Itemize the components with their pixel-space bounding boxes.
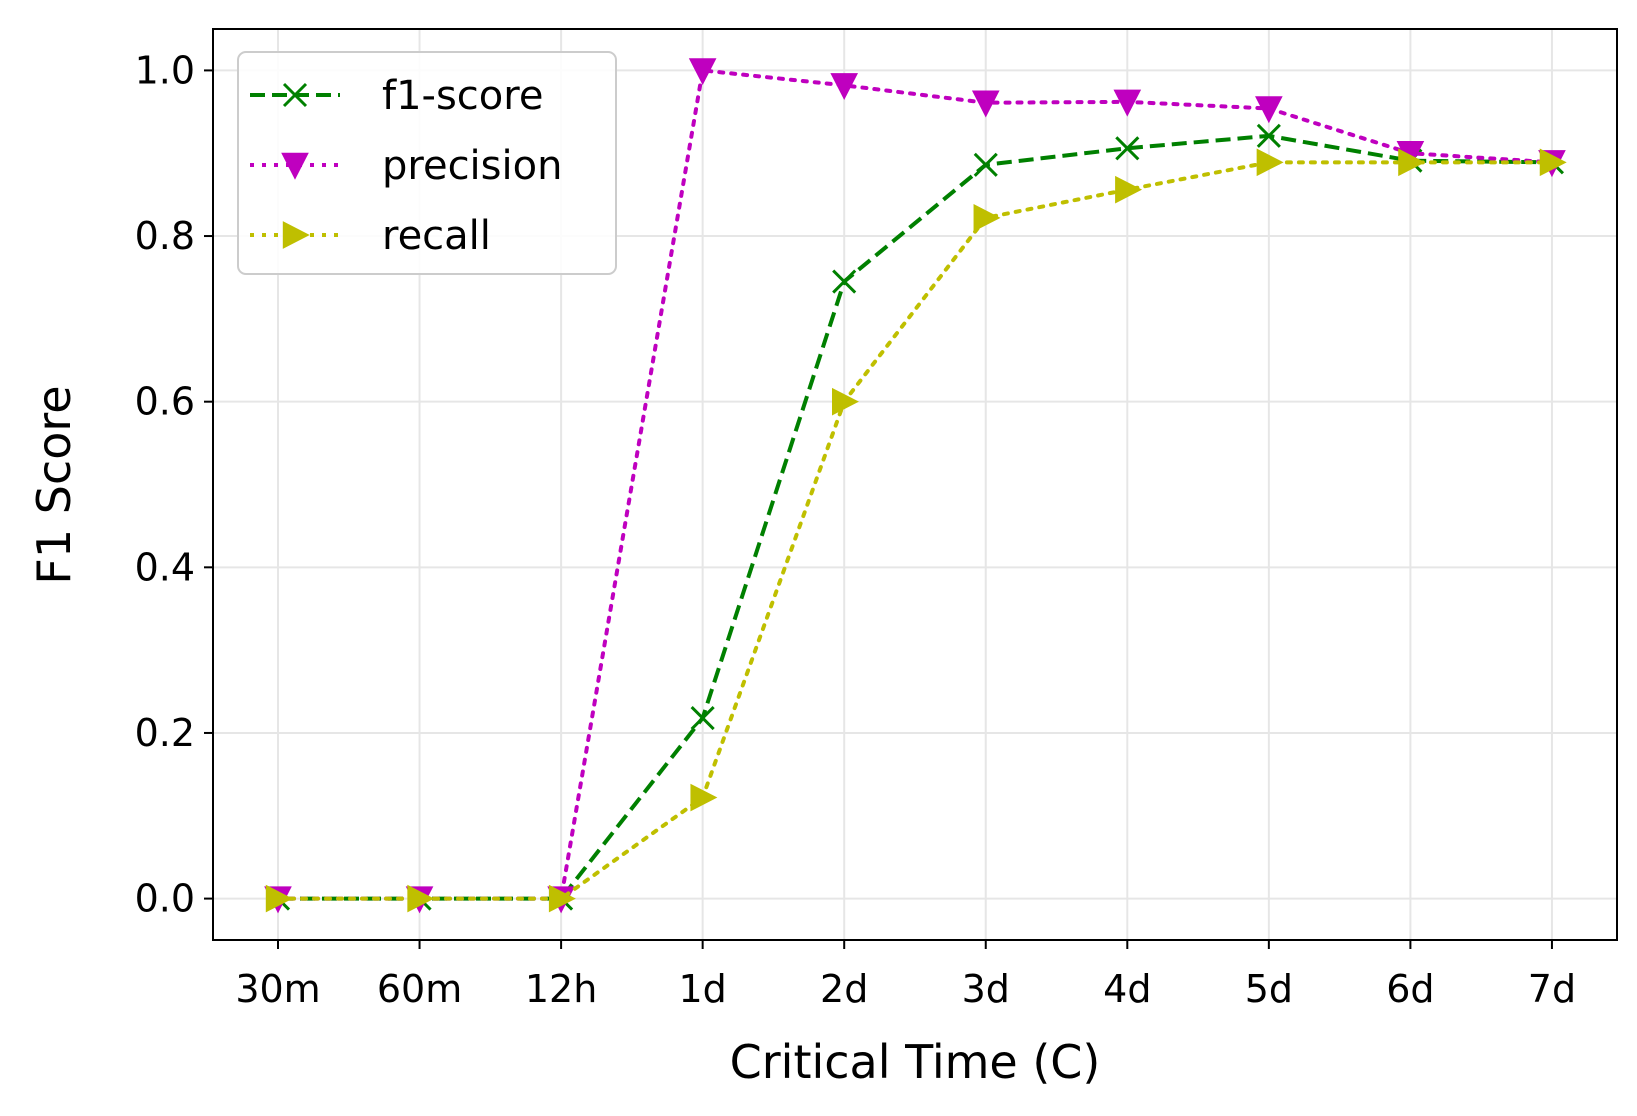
data-point-f1-score bbox=[1256, 123, 1281, 148]
data-point-precision bbox=[1113, 89, 1142, 117]
data-point-precision bbox=[1255, 96, 1283, 124]
x-tick-label: 30m bbox=[235, 967, 320, 1011]
x-tick-label: 5d bbox=[1245, 967, 1293, 1011]
series-line-recall bbox=[276, 160, 1554, 901]
data-point-precision bbox=[688, 58, 717, 86]
series-layer bbox=[264, 58, 1567, 914]
x-tick-label: 3d bbox=[962, 967, 1010, 1011]
data-point-recall bbox=[832, 387, 859, 416]
legend-item-precision: precision bbox=[250, 143, 562, 189]
legend-label: recall bbox=[382, 213, 491, 259]
data-point-precision bbox=[971, 90, 1000, 118]
data-point-recall bbox=[690, 783, 718, 812]
data-point-f1-score bbox=[690, 705, 715, 731]
data-point-f1-score bbox=[973, 152, 998, 177]
x-tick-label: 12h bbox=[525, 967, 597, 1011]
series-recall bbox=[265, 148, 1567, 913]
x-tick-label: 60m bbox=[377, 967, 462, 1011]
y-tick-label: 0.6 bbox=[135, 380, 195, 424]
y-tick-label: 0.2 bbox=[135, 711, 195, 755]
legend-item-f1-score: f1-score bbox=[250, 73, 543, 119]
x-tick-label: 6d bbox=[1386, 967, 1434, 1011]
y-tick-label: 0.0 bbox=[135, 877, 195, 921]
x-tick-label: 7d bbox=[1528, 967, 1576, 1011]
y-axis: 0.0 0.2 0.4 0.6 0.8 1.0 bbox=[135, 48, 213, 921]
legend-label: f1-score bbox=[382, 73, 543, 119]
x-tick-label: 4d bbox=[1103, 967, 1151, 1011]
data-point-f1-score bbox=[1115, 136, 1140, 161]
data-point-f1-score bbox=[832, 269, 857, 294]
data-point-precision bbox=[830, 73, 859, 101]
legend-box bbox=[237, 51, 617, 275]
x-tick-label: 1d bbox=[678, 967, 726, 1011]
series-line-f1-score bbox=[278, 133, 1552, 901]
data-point-recall bbox=[1256, 148, 1284, 177]
data-point-recall bbox=[1539, 148, 1567, 177]
legend-marker bbox=[282, 82, 308, 108]
x-axis-label: Critical Time (C) bbox=[730, 1035, 1101, 1089]
legend-marker bbox=[281, 152, 309, 180]
y-tick-label: 0.8 bbox=[135, 214, 195, 258]
legend-label: precision bbox=[382, 143, 562, 189]
legend: f1-score precision recall bbox=[237, 51, 617, 275]
data-point-recall bbox=[407, 884, 435, 913]
data-point-recall bbox=[265, 884, 293, 913]
data-point-recall bbox=[973, 204, 1001, 232]
series-line-precision bbox=[276, 68, 1554, 901]
y-tick-label: 0.4 bbox=[135, 545, 195, 589]
legend-item-recall: recall bbox=[250, 213, 491, 259]
data-point-recall bbox=[548, 884, 576, 913]
y-axis-label: F1 Score bbox=[27, 385, 81, 584]
x-tick-label: 2d bbox=[820, 967, 868, 1011]
data-point-recall bbox=[1398, 148, 1426, 177]
y-tick-label: 1.0 bbox=[135, 48, 195, 92]
plot-frame bbox=[212, 28, 1618, 941]
x-axis: 30m 60m 12h 1d 2d 3d 4d 5d 6d 7d bbox=[235, 940, 1576, 1011]
data-point-recall bbox=[1115, 175, 1143, 204]
legend-marker bbox=[282, 221, 310, 249]
